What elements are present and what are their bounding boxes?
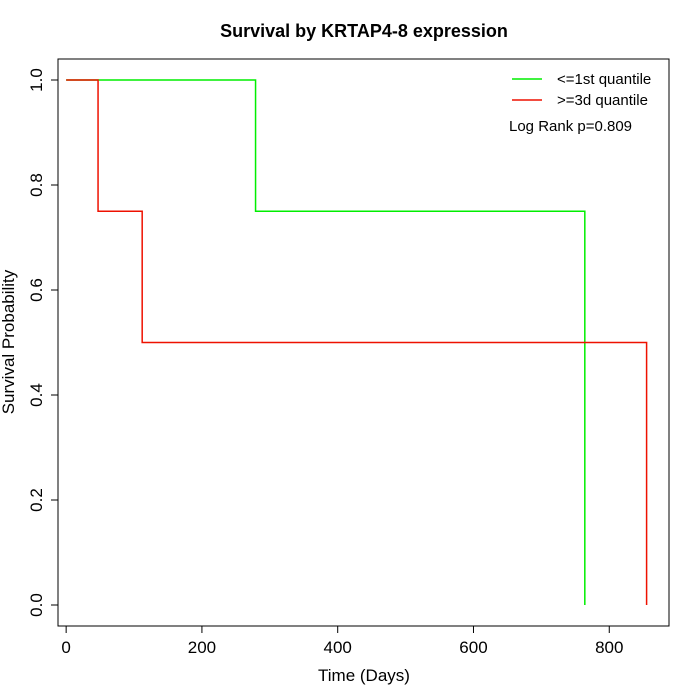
legend: <=1st quantile >=3d quantile — [512, 71, 651, 109]
y-tick-label: 0.8 — [27, 173, 46, 197]
x-tick-label: 200 — [188, 638, 216, 657]
x-axis: 0 200 400 600 800 — [61, 626, 623, 657]
x-tick-label: 800 — [595, 638, 623, 657]
x-tick-label: 600 — [459, 638, 487, 657]
x-tick-label: 400 — [324, 638, 352, 657]
log-rank-annotation: Log Rank p=0.809 — [509, 118, 632, 135]
y-tick-label: 0.6 — [27, 278, 46, 302]
y-tick-label: 0.2 — [27, 488, 46, 512]
x-axis-label: Time (Days) — [318, 666, 410, 685]
series-layer — [66, 79, 648, 605]
series-line — [66, 79, 648, 605]
plot-frame — [57, 58, 670, 627]
y-axis-label: Survival Probability — [0, 269, 18, 414]
legend-entry-label: <=1st quantile — [557, 71, 651, 88]
y-tick-label: 0.4 — [27, 383, 46, 407]
x-tick-label: 0 — [61, 638, 70, 657]
y-tick-label: 1.0 — [27, 68, 46, 92]
chart-title: Survival by KRTAP4-8 expression — [220, 21, 508, 41]
legend-entry-label: >=3d quantile — [557, 92, 648, 109]
y-tick-label: 0.0 — [27, 593, 46, 617]
y-axis: 0.0 0.2 0.4 0.6 0.8 1.0 — [27, 68, 58, 617]
